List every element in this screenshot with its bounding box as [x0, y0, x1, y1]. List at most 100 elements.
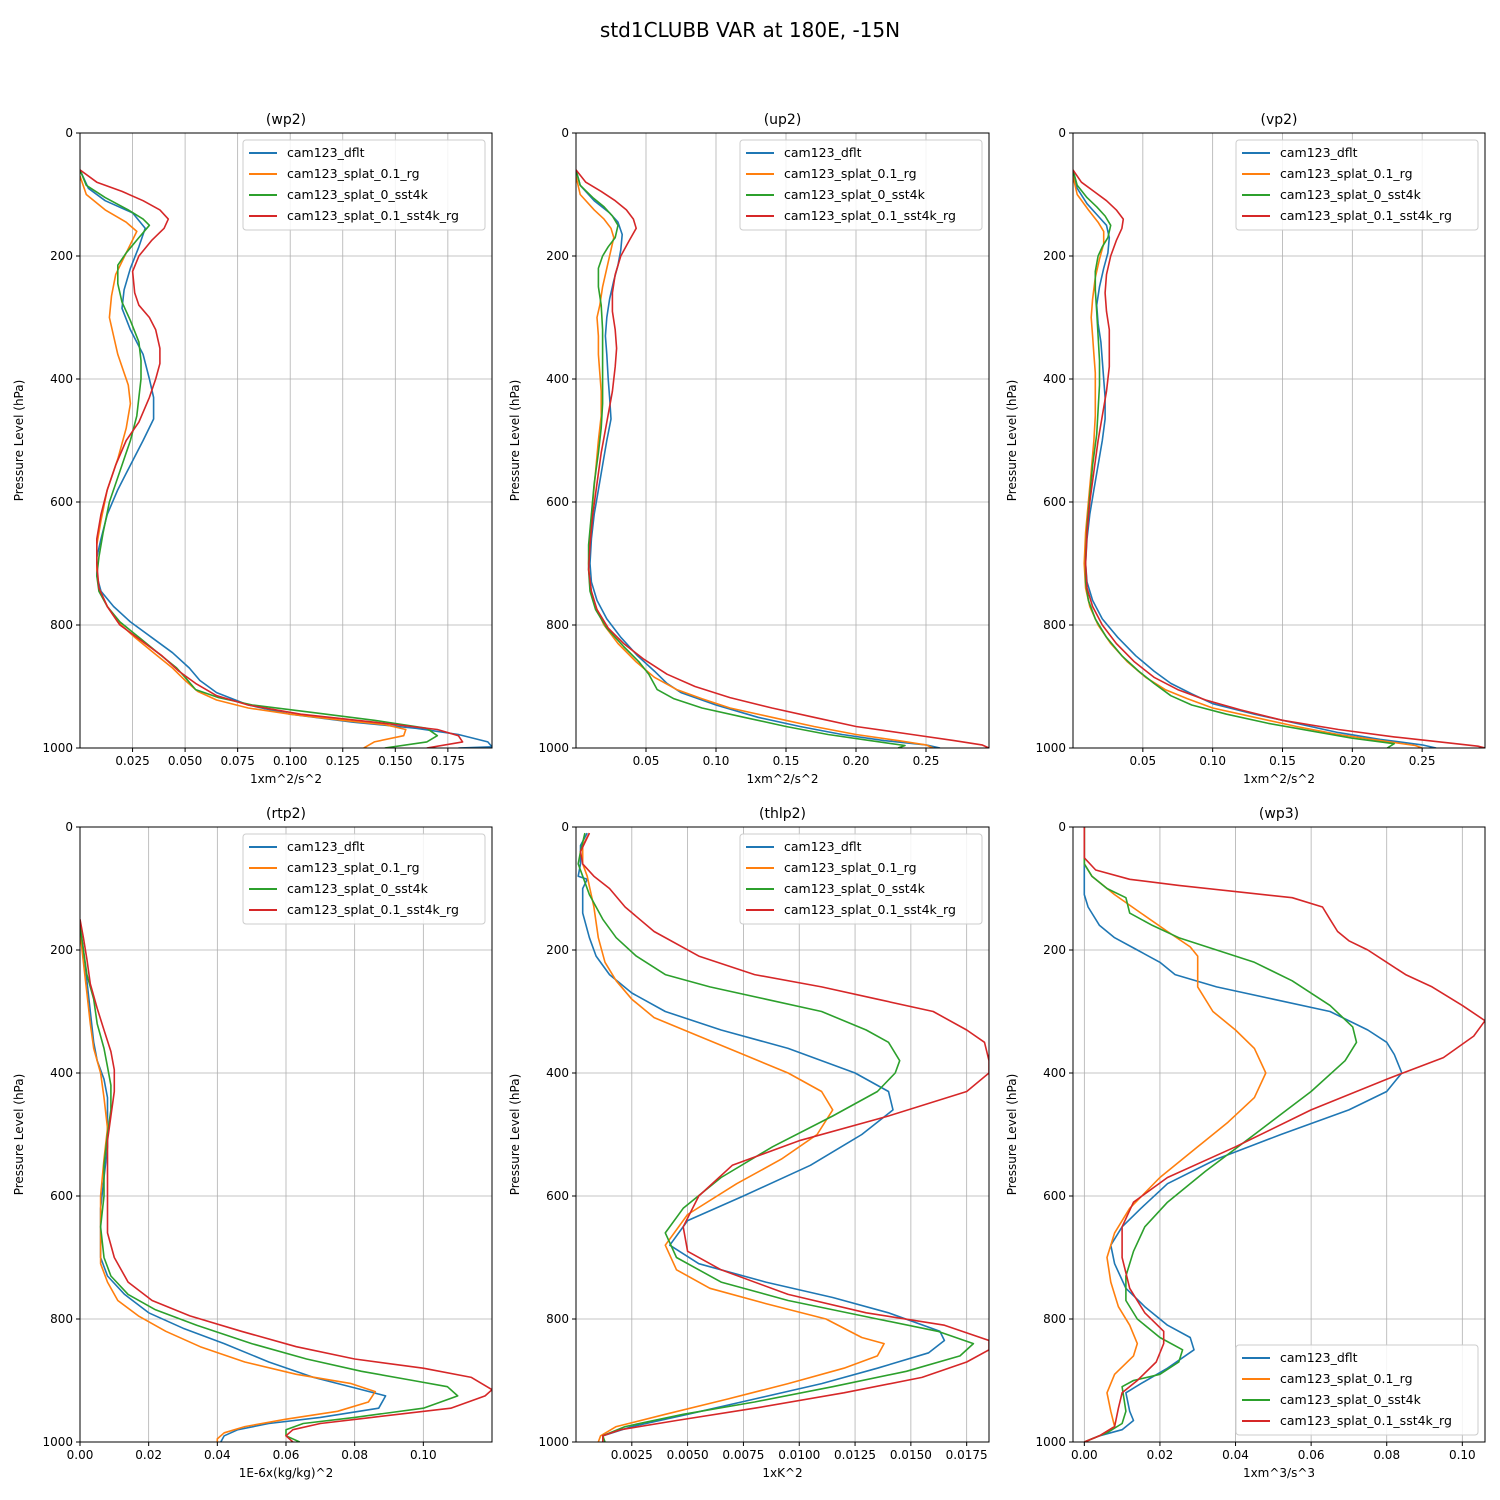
subplot-title: (vp2)	[1260, 112, 1297, 128]
y-tick-label: 800	[50, 618, 73, 632]
legend-box	[242, 139, 486, 231]
x-tick-label: 0.175	[431, 754, 465, 768]
y-axis-label: Pressure Level (hPa)	[508, 380, 522, 502]
x-tick-label: 0.25	[913, 754, 940, 768]
x-tick-label: 0.0125	[834, 1448, 876, 1462]
x-tick-label: 0.02	[135, 1448, 162, 1462]
plot-frame	[79, 132, 493, 749]
subplot-5: 0.00 0.02 0.04 0.06 0.08 0.10 0 200 400 600 800 100…	[1005, 806, 1486, 1480]
series-line-cam123_splat_0.1_rg	[1073, 175, 1423, 748]
series-line-cam123_dflt	[1083, 827, 1403, 1442]
y-tick-label: 800	[546, 1312, 569, 1326]
y-tick-label: 800	[1043, 618, 1066, 632]
series-line-cam123_splat_0.1_sst4k_rg	[80, 169, 464, 748]
x-axis-label: 1xm^2/s^2	[1243, 772, 1315, 786]
y-tick-label: 1000	[1035, 1435, 1066, 1449]
y-tick-label: 1000	[42, 1435, 73, 1449]
y-tick-label: 400	[546, 1066, 569, 1080]
legend-entry: cam123_dflt	[784, 145, 862, 160]
y-tick-label: 200	[1043, 943, 1066, 957]
y-tick-label: 400	[1043, 372, 1066, 386]
legend-box	[1235, 1344, 1479, 1436]
series-line-cam123_splat_0_sst4k	[577, 832, 975, 1442]
legend-entry: cam123_splat_0_sst4k	[1280, 1392, 1422, 1407]
y-tick-label: 0	[561, 126, 569, 140]
series-line-cam123_splat_0_sst4k	[80, 925, 459, 1442]
subplot-1: 0.05 0.10 0.15 0.20 0.25 0 200 400 600 800 1000 (up…	[508, 112, 990, 786]
y-axis-label: Pressure Level (hPa)	[12, 1074, 26, 1196]
y-axis-label: Pressure Level (hPa)	[1005, 380, 1019, 502]
x-tick-label: 0.00	[1071, 1448, 1098, 1462]
x-axis-label: 1E-6x(kg/kg)^2	[239, 1466, 334, 1480]
x-axis-label: 1xm^3/s^3	[1243, 1466, 1315, 1480]
legend-entry: cam123_splat_0_sst4k	[287, 187, 429, 202]
legend-entry: cam123_splat_0.1_rg	[287, 860, 420, 875]
x-axis-label: 1xm^2/s^2	[250, 772, 322, 786]
plot-frame	[1072, 826, 1486, 1443]
x-tick-label: 0.20	[1339, 754, 1366, 768]
x-tick-label: 0.0050	[667, 1448, 709, 1462]
x-tick-label: 0.04	[1222, 1448, 1249, 1462]
y-tick-label: 0	[561, 820, 569, 834]
x-tick-label: 0.02	[1147, 1448, 1174, 1462]
x-tick-label: 0.0175	[946, 1448, 988, 1462]
x-tick-label: 0.025	[115, 754, 149, 768]
legend-entry: cam123_splat_0_sst4k	[1280, 187, 1422, 202]
series-line-cam123_splat_0_sst4k	[1083, 827, 1358, 1442]
legend-box	[1235, 139, 1479, 231]
series-line-cam123_dflt	[1073, 172, 1437, 748]
y-tick-label: 600	[50, 495, 73, 509]
plot-frame	[575, 132, 990, 749]
x-tick-label: 0.050	[168, 754, 202, 768]
legend-entry: cam123_splat_0.1_sst4k_rg	[784, 902, 956, 917]
y-axis-label: Pressure Level (hPa)	[1005, 1074, 1019, 1196]
series-line-cam123_splat_0.1_rg	[80, 931, 377, 1442]
plot-frame	[1072, 132, 1486, 749]
legend: cam123_dflt cam123_splat_0.1_rg cam123_spl…	[242, 139, 486, 231]
legend-entry: cam123_dflt	[1280, 145, 1358, 160]
y-tick-label: 200	[546, 249, 569, 263]
y-tick-label: 0	[65, 126, 73, 140]
y-tick-label: 600	[546, 1189, 569, 1203]
plot-frame	[575, 826, 990, 1443]
legend-entry: cam123_splat_0.1_sst4k_rg	[1280, 1413, 1452, 1428]
y-tick-label: 400	[50, 372, 73, 386]
series-line-cam123_splat_0_sst4k	[1073, 169, 1395, 748]
legend-entry: cam123_splat_0_sst4k	[784, 187, 926, 202]
legend-entry: cam123_dflt	[287, 145, 365, 160]
series-line-cam123_splat_0.1_sst4k_rg	[579, 832, 989, 1442]
x-tick-label: 0.10	[703, 754, 730, 768]
x-axis-label: 1xK^2	[762, 1466, 802, 1480]
x-tick-label: 0.125	[326, 754, 360, 768]
x-tick-label: 0.25	[1409, 754, 1436, 768]
legend-entry: cam123_splat_0.1_sst4k_rg	[287, 208, 459, 223]
series-line-cam123_splat_0.1_rg	[1083, 827, 1267, 1442]
series-line-cam123_dflt	[576, 169, 941, 748]
y-axis-label: Pressure Level (hPa)	[12, 380, 26, 502]
x-tick-label: 0.15	[1269, 754, 1296, 768]
y-tick-label: 0	[1058, 820, 1066, 834]
y-tick-label: 400	[1043, 1066, 1066, 1080]
x-tick-label: 0.0100	[778, 1448, 820, 1462]
x-tick-label: 0.06	[1298, 1448, 1325, 1462]
x-tick-label: 0.06	[273, 1448, 300, 1462]
legend-box	[242, 833, 486, 925]
legend: cam123_dflt cam123_splat_0.1_rg cam123_spl…	[1235, 139, 1479, 231]
y-tick-label: 1000	[538, 741, 569, 755]
legend-entry: cam123_dflt	[784, 839, 862, 854]
legend-entry: cam123_splat_0.1_rg	[784, 166, 917, 181]
legend-box	[739, 139, 983, 231]
y-tick-label: 600	[1043, 495, 1066, 509]
series-line-cam123_splat_0.1_sst4k_rg	[1083, 827, 1485, 1442]
legend-box	[739, 833, 983, 925]
y-tick-label: 800	[1043, 1312, 1066, 1326]
subplot-title: (thlp2)	[759, 806, 806, 822]
legend-entry: cam123_splat_0.1_rg	[784, 860, 917, 875]
x-tick-label: 0.075	[220, 754, 254, 768]
legend: cam123_dflt cam123_splat_0.1_rg cam123_spl…	[739, 139, 983, 231]
legend-entry: cam123_splat_0_sst4k	[287, 881, 429, 896]
y-tick-label: 1000	[538, 1435, 569, 1449]
x-tick-label: 0.08	[341, 1448, 368, 1462]
legend-entry: cam123_splat_0.1_sst4k_rg	[1280, 208, 1452, 223]
